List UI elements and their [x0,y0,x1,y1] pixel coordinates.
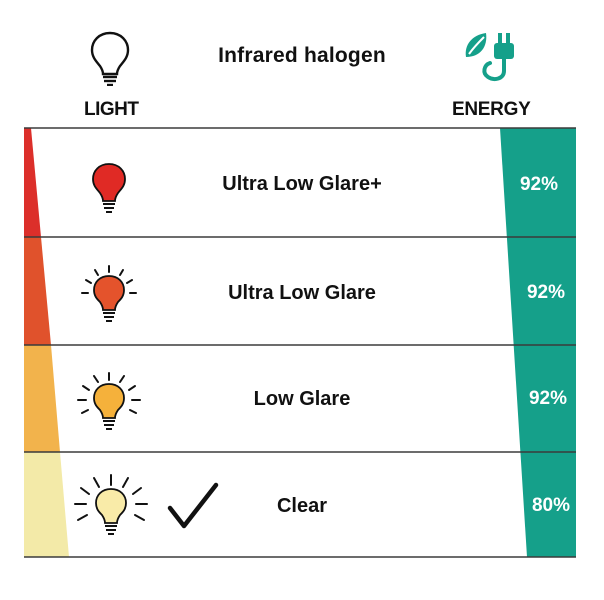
row-title: Clear [276,495,328,517]
light-wedge-segment-3 [24,345,60,452]
energy-label: ENERGY [452,99,531,120]
leaf-plug-icon [465,33,514,81]
amber-bulb-icon [77,372,141,430]
red-bulb-icon [92,163,126,213]
checkmark-icon [167,482,219,529]
light-label: LIGHT [84,99,139,120]
light-wedge-segment-4 [24,452,69,557]
energy-percent: 92% [528,388,568,409]
row-title: Ultra Low Glare+ [222,173,382,195]
row-title: Ultra Low Glare [228,282,376,304]
light-wedge-segment-2 [24,237,51,345]
lightbulb-outline-icon [90,31,130,86]
light-wedge-segment-1 [24,128,41,237]
page-title: Infrared halogen [218,44,386,67]
energy-percent: 80% [531,495,571,516]
energy-band [500,128,576,557]
energy-percent: 92% [526,282,566,303]
pale-yellow-bulb-icon [74,474,148,535]
orange-red-bulb-icon [81,265,137,322]
row-title: Low Glare [253,388,351,410]
energy-percent: 92% [519,174,559,195]
